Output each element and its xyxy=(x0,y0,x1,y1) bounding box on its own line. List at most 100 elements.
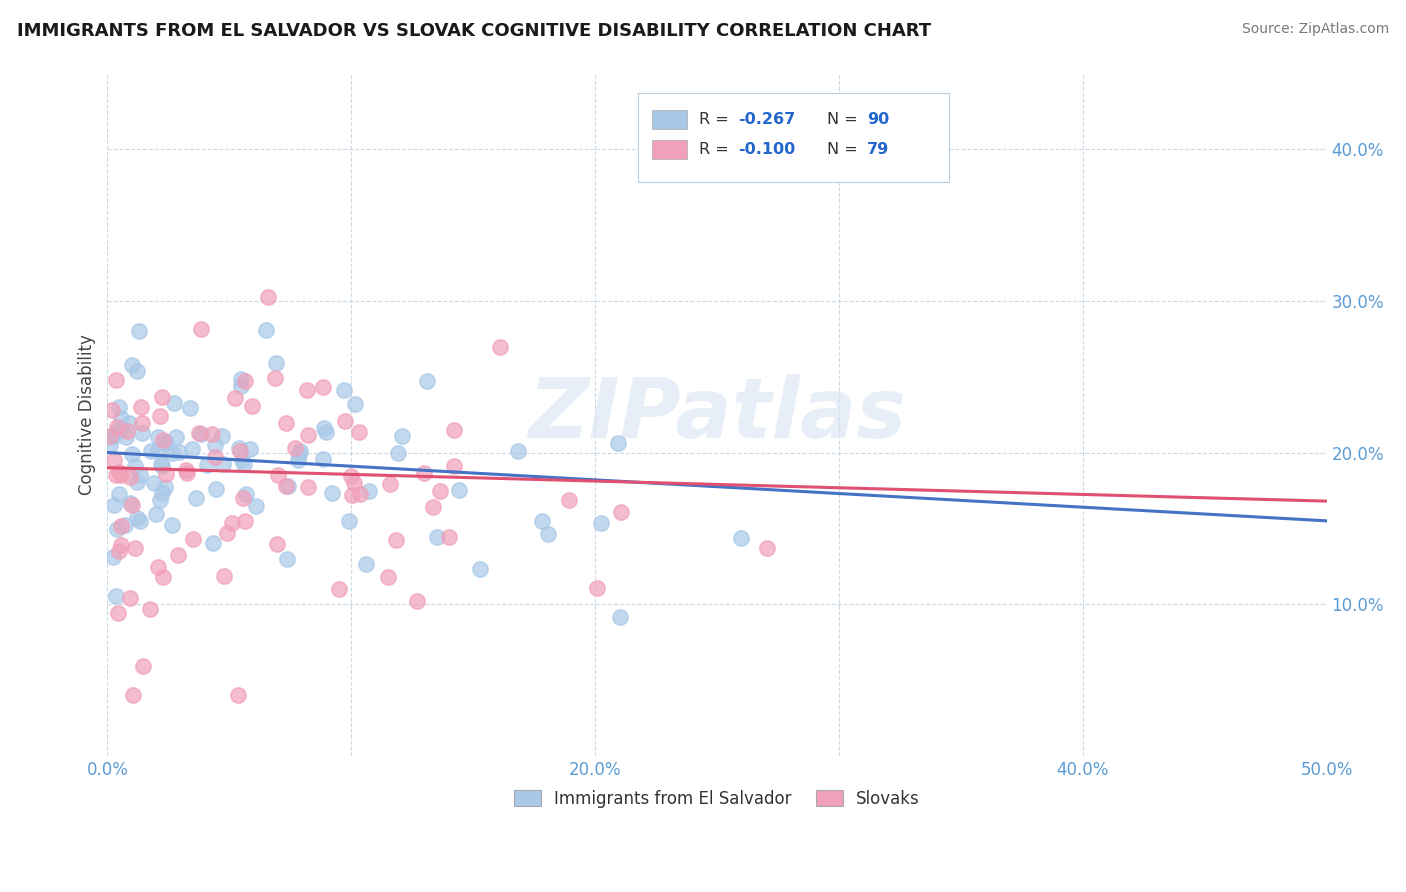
Text: R =: R = xyxy=(699,142,734,157)
Point xyxy=(276,479,298,493)
Point xyxy=(233,514,256,528)
Point xyxy=(335,414,357,428)
Point xyxy=(153,480,176,494)
Point xyxy=(217,526,239,541)
Point xyxy=(190,322,212,336)
Point xyxy=(287,447,309,461)
Point xyxy=(105,419,128,434)
Text: R =: R = xyxy=(699,112,734,127)
Point xyxy=(354,558,377,572)
Point xyxy=(245,499,267,513)
Point xyxy=(204,450,226,464)
Point xyxy=(229,372,252,386)
Point xyxy=(128,324,150,338)
Point xyxy=(122,689,145,703)
Point xyxy=(287,453,309,467)
Point xyxy=(415,374,437,388)
Point xyxy=(118,417,141,431)
Point xyxy=(343,475,366,490)
Point xyxy=(295,383,318,397)
Point xyxy=(357,483,380,498)
Point xyxy=(235,487,257,501)
Point xyxy=(149,409,172,424)
Text: N =: N = xyxy=(827,112,863,127)
Point xyxy=(118,591,141,606)
Point xyxy=(107,401,129,415)
Point xyxy=(197,458,219,472)
Point xyxy=(101,549,124,564)
Point xyxy=(146,442,169,457)
Legend: Immigrants from El Salvador, Slovaks: Immigrants from El Salvador, Slovaks xyxy=(508,783,927,814)
Point xyxy=(437,530,460,544)
Point xyxy=(266,537,288,551)
Y-axis label: Cognitive Disability: Cognitive Disability xyxy=(79,334,96,495)
Point xyxy=(103,428,125,442)
Bar xyxy=(652,110,686,129)
Point xyxy=(212,569,235,583)
Point xyxy=(127,510,149,524)
Point xyxy=(105,589,128,603)
Point xyxy=(276,479,298,493)
Point xyxy=(141,444,163,458)
Text: IMMIGRANTS FROM EL SALVADOR VS SLOVAK COGNITIVE DISABILITY CORRELATION CHART: IMMIGRANTS FROM EL SALVADOR VS SLOVAK CO… xyxy=(17,22,931,40)
Point xyxy=(205,483,228,497)
Point xyxy=(321,485,343,500)
Text: -0.267: -0.267 xyxy=(738,112,794,127)
Point xyxy=(107,466,129,480)
Point xyxy=(204,437,226,451)
Point xyxy=(426,530,449,544)
Point xyxy=(105,373,128,387)
Point xyxy=(150,390,173,404)
Point xyxy=(385,533,408,548)
Point xyxy=(153,436,176,450)
Point xyxy=(378,477,401,491)
Point xyxy=(146,560,169,574)
Point xyxy=(125,475,148,489)
Point xyxy=(181,442,204,457)
Point xyxy=(155,435,177,450)
Point xyxy=(387,446,409,460)
Point xyxy=(152,569,174,583)
Point xyxy=(730,531,752,545)
Point xyxy=(105,424,128,438)
Point xyxy=(609,610,631,624)
Point xyxy=(585,581,607,595)
FancyBboxPatch shape xyxy=(638,94,949,182)
Point xyxy=(447,483,470,497)
Point xyxy=(107,543,129,558)
Point xyxy=(226,689,249,703)
Point xyxy=(186,491,208,506)
Point xyxy=(443,458,465,473)
Point xyxy=(169,445,191,459)
Point xyxy=(221,516,243,530)
Point xyxy=(347,425,370,439)
Point xyxy=(283,441,305,455)
Point xyxy=(146,430,169,444)
Point xyxy=(254,323,277,337)
Point xyxy=(342,488,364,502)
Point xyxy=(276,551,298,566)
Point xyxy=(609,505,631,519)
Point xyxy=(110,538,132,552)
Point xyxy=(233,375,256,389)
Point xyxy=(105,522,128,536)
Point xyxy=(104,467,127,482)
Point xyxy=(124,458,146,473)
Point xyxy=(110,519,132,533)
Point xyxy=(142,475,165,490)
Point xyxy=(110,468,132,483)
Point xyxy=(131,426,153,441)
Point xyxy=(406,594,429,608)
Point xyxy=(422,500,444,514)
Point xyxy=(160,446,183,460)
Point xyxy=(120,470,142,484)
Point xyxy=(607,435,630,450)
Point xyxy=(558,492,581,507)
Point xyxy=(343,397,366,411)
Point xyxy=(312,421,335,435)
Point xyxy=(181,532,204,546)
Point xyxy=(115,430,138,444)
Point xyxy=(149,458,172,472)
Point xyxy=(131,416,153,430)
Point xyxy=(129,467,152,482)
